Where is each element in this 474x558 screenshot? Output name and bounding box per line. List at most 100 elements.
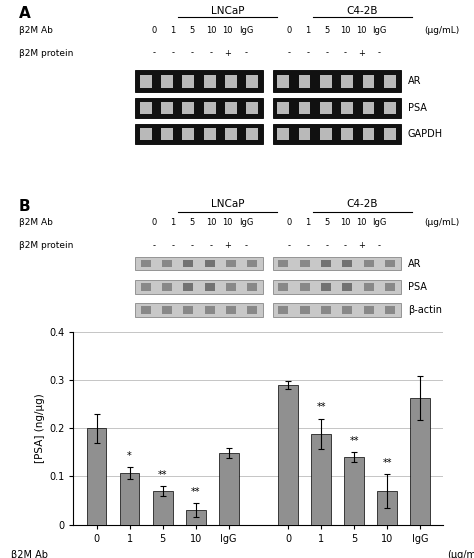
Bar bbox=[277, 75, 289, 88]
Bar bbox=[205, 283, 215, 291]
Bar bbox=[341, 128, 353, 140]
Bar bbox=[299, 102, 310, 114]
Bar bbox=[219, 453, 238, 525]
Bar bbox=[364, 306, 374, 314]
Bar bbox=[162, 283, 172, 291]
Text: (μg/mL): (μg/mL) bbox=[425, 218, 460, 227]
Bar bbox=[273, 257, 401, 271]
Text: AR: AR bbox=[408, 76, 421, 86]
Bar bbox=[140, 128, 152, 140]
Bar bbox=[247, 283, 257, 291]
Bar bbox=[385, 283, 395, 291]
FancyBboxPatch shape bbox=[273, 70, 401, 92]
Text: PSA: PSA bbox=[408, 103, 427, 113]
Text: GAPDH: GAPDH bbox=[408, 129, 443, 140]
Text: *: * bbox=[127, 451, 132, 461]
Bar bbox=[363, 128, 374, 140]
Text: +: + bbox=[358, 49, 365, 57]
Text: AR: AR bbox=[408, 259, 421, 268]
Text: 10: 10 bbox=[356, 26, 367, 35]
Text: -: - bbox=[288, 49, 291, 57]
Text: β2M Ab: β2M Ab bbox=[19, 26, 53, 35]
Bar bbox=[341, 102, 353, 114]
Bar bbox=[299, 128, 310, 140]
Text: 0: 0 bbox=[286, 26, 292, 35]
Text: β-actin: β-actin bbox=[408, 305, 442, 315]
Text: -: - bbox=[307, 242, 310, 251]
FancyBboxPatch shape bbox=[135, 70, 263, 92]
Text: 5: 5 bbox=[189, 26, 195, 35]
Bar bbox=[226, 306, 236, 314]
Text: -: - bbox=[210, 49, 212, 57]
Text: -: - bbox=[191, 242, 193, 251]
Bar bbox=[161, 75, 173, 88]
Text: 5: 5 bbox=[324, 26, 330, 35]
Text: LNCaP: LNCaP bbox=[211, 199, 244, 209]
Bar bbox=[135, 280, 263, 294]
Text: 5: 5 bbox=[189, 218, 195, 227]
Text: -: - bbox=[191, 49, 193, 57]
Text: **: ** bbox=[349, 436, 359, 446]
Bar bbox=[183, 260, 193, 267]
Bar bbox=[204, 102, 216, 114]
Text: 1: 1 bbox=[170, 26, 176, 35]
Bar bbox=[344, 457, 364, 525]
Text: **: ** bbox=[383, 458, 392, 468]
Text: IgG: IgG bbox=[239, 218, 254, 227]
FancyBboxPatch shape bbox=[273, 124, 401, 144]
Text: -: - bbox=[326, 49, 328, 57]
Bar bbox=[162, 260, 172, 267]
Bar bbox=[226, 260, 236, 267]
Bar bbox=[278, 385, 298, 525]
Bar bbox=[246, 128, 258, 140]
Text: B: B bbox=[19, 199, 31, 214]
Bar bbox=[277, 102, 289, 114]
Bar bbox=[342, 260, 352, 267]
Bar bbox=[205, 260, 215, 267]
Text: PSA: PSA bbox=[408, 282, 427, 292]
Text: 10: 10 bbox=[340, 26, 350, 35]
Bar bbox=[161, 102, 173, 114]
Text: +: + bbox=[358, 242, 365, 251]
Bar bbox=[278, 283, 288, 291]
Text: -: - bbox=[326, 242, 328, 251]
Text: LNCaP: LNCaP bbox=[211, 6, 244, 16]
Bar bbox=[182, 75, 194, 88]
Bar bbox=[341, 75, 353, 88]
Bar bbox=[384, 75, 396, 88]
Bar bbox=[140, 75, 152, 88]
Text: -: - bbox=[153, 49, 155, 57]
FancyBboxPatch shape bbox=[135, 124, 263, 144]
Bar bbox=[135, 304, 263, 317]
Text: -: - bbox=[245, 242, 248, 251]
Text: β2M Ab: β2M Ab bbox=[19, 218, 53, 227]
Bar bbox=[377, 491, 397, 525]
Text: -: - bbox=[210, 242, 212, 251]
Y-axis label: [PSA] (ng/μg): [PSA] (ng/μg) bbox=[35, 393, 45, 463]
Bar bbox=[141, 283, 151, 291]
Bar bbox=[205, 306, 215, 314]
Bar bbox=[278, 260, 288, 267]
Text: -: - bbox=[172, 242, 174, 251]
Text: 0: 0 bbox=[286, 218, 292, 227]
Bar bbox=[299, 75, 310, 88]
Bar bbox=[246, 102, 258, 114]
Bar bbox=[321, 283, 331, 291]
Text: 0: 0 bbox=[151, 218, 157, 227]
Bar bbox=[204, 128, 216, 140]
Bar bbox=[186, 510, 206, 525]
Bar bbox=[342, 283, 352, 291]
Text: 1: 1 bbox=[305, 26, 311, 35]
Text: 0: 0 bbox=[151, 26, 157, 35]
Bar bbox=[273, 280, 401, 294]
Bar bbox=[320, 128, 332, 140]
Text: C4-2B: C4-2B bbox=[347, 6, 378, 16]
Text: **: ** bbox=[316, 402, 326, 412]
Text: **: ** bbox=[191, 487, 201, 497]
Bar bbox=[364, 283, 374, 291]
Bar bbox=[320, 75, 332, 88]
Bar bbox=[153, 491, 173, 525]
Bar bbox=[385, 306, 395, 314]
Bar bbox=[182, 128, 194, 140]
Text: IgG: IgG bbox=[372, 218, 386, 227]
